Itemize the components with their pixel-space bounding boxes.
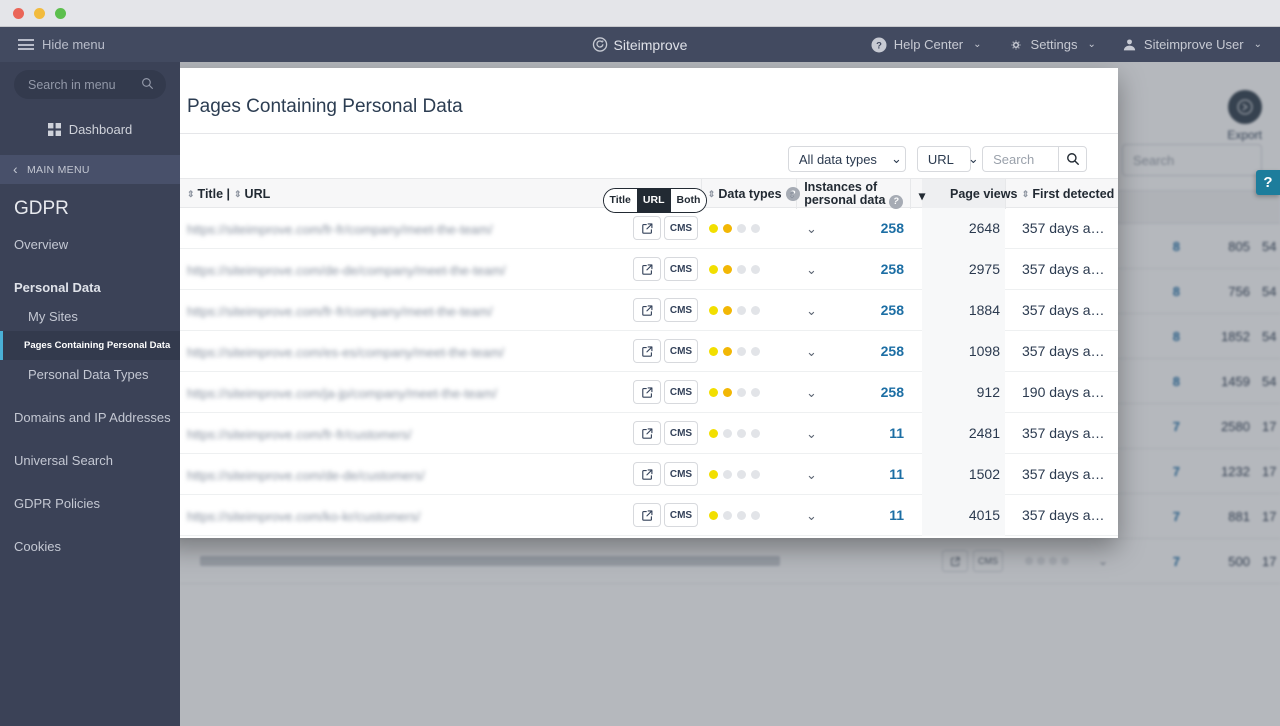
svg-text:?: ? xyxy=(876,40,882,51)
